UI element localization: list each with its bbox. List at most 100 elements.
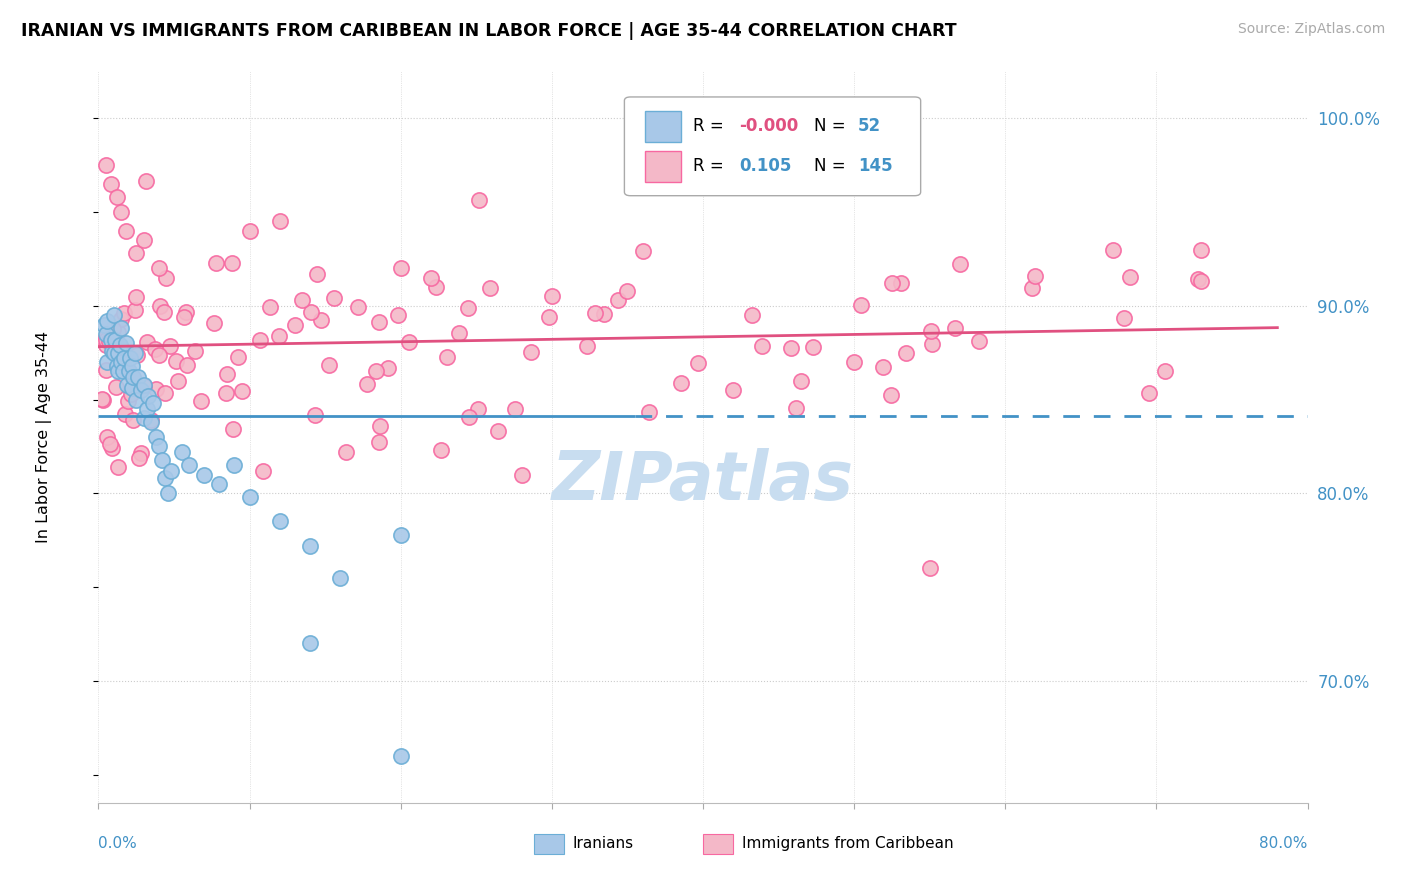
Point [537, 310, 560, 325]
Point [120, 387, 142, 401]
Text: Source: ZipAtlas.com: Source: ZipAtlas.com [1237, 22, 1385, 37]
Point [252, 464, 274, 478]
Point [153, 305, 176, 319]
Point [949, 256, 972, 270]
Point [108, 338, 131, 352]
Point [377, 361, 399, 376]
Point [135, 401, 157, 416]
Point [269, 329, 291, 343]
Point [139, 413, 162, 427]
Point [111, 364, 134, 378]
Point [110, 321, 132, 335]
Point [125, 348, 148, 362]
Point [592, 308, 614, 322]
Text: -0.000: -0.000 [740, 117, 799, 136]
Point [143, 342, 166, 356]
Point [136, 334, 159, 349]
Point [368, 418, 391, 433]
Point [269, 214, 291, 228]
Point [283, 318, 305, 333]
Point [309, 313, 332, 327]
Point [159, 339, 181, 353]
Bar [645, 111, 682, 142]
Point [457, 409, 479, 424]
Point [110, 341, 132, 355]
Point [121, 381, 143, 395]
Text: N =: N = [814, 158, 851, 176]
Point [114, 407, 136, 421]
Point [101, 343, 124, 358]
Point [114, 224, 136, 238]
Point [110, 312, 132, 326]
Point [110, 355, 132, 369]
Point [723, 383, 745, 397]
Point [638, 405, 661, 419]
Point [129, 445, 152, 459]
Point [136, 389, 159, 403]
Point [170, 445, 193, 459]
Point [1189, 274, 1212, 288]
Point [1102, 244, 1125, 258]
Point [148, 440, 170, 454]
Point [100, 333, 122, 347]
Point [389, 261, 412, 276]
Point [135, 174, 157, 188]
Point [150, 452, 173, 467]
Point [918, 561, 941, 575]
Point [880, 388, 903, 402]
Text: 52: 52 [858, 117, 882, 136]
Point [208, 477, 231, 491]
Point [94, 330, 117, 344]
Point [96, 333, 118, 347]
Point [117, 394, 139, 409]
Point [142, 396, 165, 410]
Point [98, 437, 121, 451]
Text: ZIPatlas: ZIPatlas [553, 448, 853, 514]
Point [134, 378, 156, 392]
Point [583, 305, 606, 319]
Point [132, 411, 155, 425]
Point [436, 350, 458, 364]
Point [1187, 271, 1209, 285]
Point [291, 293, 314, 308]
Point [129, 383, 152, 397]
Point [1154, 364, 1177, 378]
Point [368, 434, 391, 449]
Text: 145: 145 [858, 158, 893, 176]
Point [457, 301, 479, 316]
Point [114, 336, 136, 351]
Point [193, 467, 215, 482]
Point [366, 364, 388, 378]
Point [222, 421, 245, 435]
Point [616, 284, 638, 298]
Point [103, 345, 125, 359]
Point [132, 377, 155, 392]
Point [122, 370, 145, 384]
Point [780, 341, 803, 355]
Point [94, 337, 117, 351]
Point [686, 356, 709, 370]
Point [606, 293, 628, 307]
Point [269, 515, 291, 529]
Point [790, 374, 813, 388]
Point [425, 279, 447, 293]
Text: In Labor Force | Age 35-44: In Labor Force | Age 35-44 [37, 331, 52, 543]
Point [105, 190, 128, 204]
Point [323, 291, 346, 305]
Point [100, 177, 122, 191]
Point [801, 340, 824, 354]
Point [112, 306, 135, 320]
Text: R =: R = [693, 158, 730, 176]
Point [880, 276, 903, 290]
Point [231, 384, 253, 399]
Point [110, 205, 132, 219]
Point [1189, 243, 1212, 257]
Point [540, 289, 562, 303]
Point [890, 276, 912, 290]
Point [304, 408, 326, 422]
Text: 0.105: 0.105 [740, 158, 792, 176]
Point [173, 310, 195, 324]
Point [103, 308, 125, 322]
Point [98, 334, 121, 348]
Point [239, 224, 262, 238]
